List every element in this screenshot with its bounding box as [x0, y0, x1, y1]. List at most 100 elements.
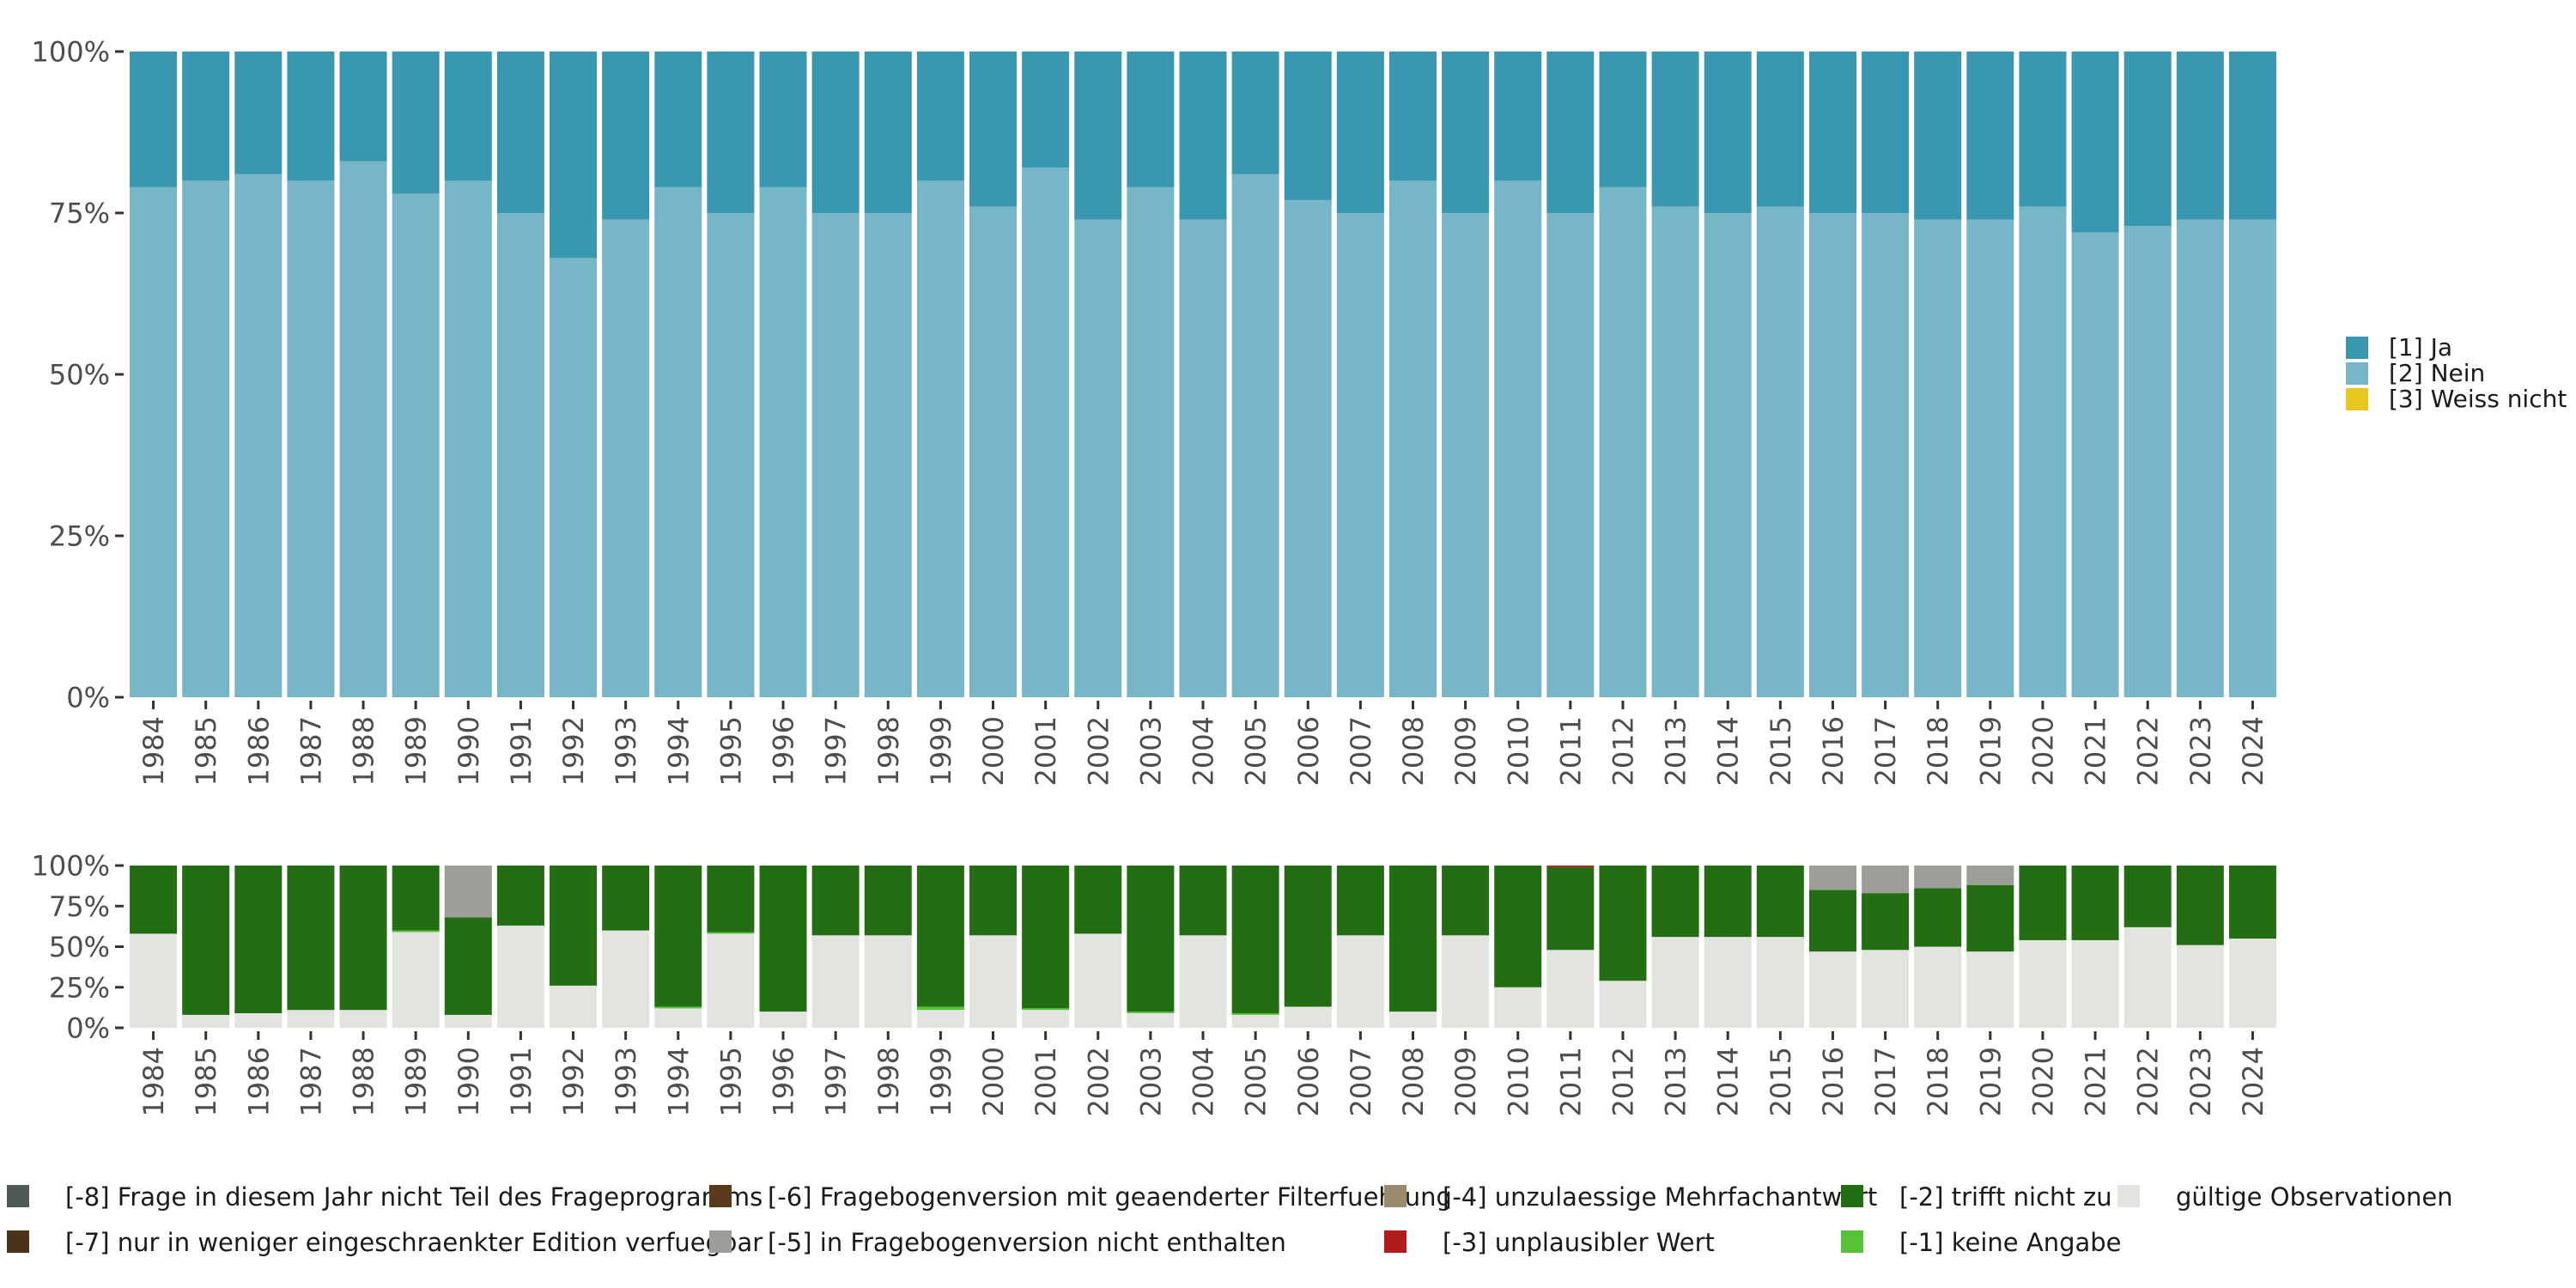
bar-g-ltige-observationen-1992	[550, 985, 598, 1028]
x-tick-label: 2012	[1607, 1047, 1639, 1116]
bar-2-trifft-nicht-zu-1985	[182, 866, 230, 1015]
bar-g-ltige-observationen-1995	[707, 933, 755, 1028]
bar-g-ltige-observationen-2010	[1494, 987, 1542, 1028]
x-tick-label: 1990	[453, 716, 485, 786]
bar-2-nein-1997	[811, 213, 860, 697]
bar-1-keine-angabe-2005	[1231, 1012, 1279, 1015]
legend-key-8-frage-in-diesem-jahr-nicht-teil-des-frageprogramms	[7, 1185, 29, 1207]
legend-key-7-nur-in-weniger-eingeschraenkter-edition-verfuegbar	[7, 1230, 29, 1253]
bar-2-nein-1992	[550, 258, 598, 697]
legend-key-5-in-fragebogenversion-nicht-enthalten	[709, 1230, 732, 1253]
bar-g-ltige-observationen-1994	[654, 1008, 702, 1028]
bar-1-ja-2008	[1388, 52, 1437, 181]
bar-1-ja-1999	[916, 52, 964, 181]
bar-1-ja-2007	[1336, 52, 1384, 213]
x-tick-label: 1999	[925, 1047, 957, 1116]
legend-label: [-1] keine Angabe	[1899, 1228, 2122, 1257]
x-tick-label: 2005	[1240, 716, 1273, 786]
bar-g-ltige-observationen-2009	[1442, 935, 1490, 1028]
bar-1-ja-2022	[2123, 52, 2172, 227]
x-tick-label: 2018	[1922, 1047, 1954, 1116]
x-tick-label: 2022	[2132, 716, 2165, 786]
bar-2-trifft-nicht-zu-2011	[1546, 866, 1595, 951]
bar-g-ltige-observationen-1985	[182, 1014, 230, 1028]
bar-1-ja-1993	[602, 52, 650, 220]
y-tick-label: 75%	[49, 890, 110, 923]
bar-1-ja-2005	[1231, 52, 1279, 174]
bar-2-nein-2015	[1756, 206, 1804, 698]
y-tick-label: 50%	[49, 359, 110, 392]
x-tick-label: 2013	[1660, 1047, 1692, 1116]
x-tick-label: 2017	[1869, 1047, 1902, 1116]
bar-2-nein-2016	[1808, 213, 1856, 697]
bar-2-trifft-nicht-zu-1998	[864, 866, 912, 936]
bar-2-nein-2023	[2176, 219, 2224, 697]
bar-2-nein-2009	[1442, 213, 1490, 697]
bar-g-ltige-observationen-2013	[1651, 937, 1699, 1028]
legend-label: [-6] Fragebogenversion mit geaenderter F…	[768, 1182, 1452, 1212]
bar-2-trifft-nicht-zu-2000	[969, 866, 1018, 936]
x-tick-label: 2020	[2026, 716, 2059, 786]
bar-1-ja-2004	[1179, 52, 1227, 220]
bar-2-nein-2013	[1651, 206, 1699, 698]
legend-key-1-ja	[2346, 337, 2368, 359]
bar-2-trifft-nicht-zu-2012	[1599, 866, 1647, 981]
bar-5-in-fragebogenversion-nicht-enthalten-2017	[1862, 866, 1910, 894]
bar-g-ltige-observationen-2020	[2019, 939, 2067, 1028]
bar-2-nein-2018	[1914, 219, 1962, 697]
x-tick-label: 2012	[1607, 716, 1639, 786]
legend-key-1-keine-angabe	[1841, 1230, 1863, 1253]
bar-2-nein-2006	[1284, 199, 1332, 697]
top-chart: 0% 25% 50% 75% 100% 1984 1985 1986 1987 1988 1989 1…	[32, 36, 2276, 786]
bar-1-keine-angabe-1989	[392, 930, 440, 933]
bar-g-ltige-observationen-2004	[1179, 935, 1227, 1028]
bar-1-ja-1985	[182, 52, 230, 181]
x-tick-label: 2022	[2132, 1047, 2165, 1116]
bar-2-trifft-nicht-zu-1988	[339, 866, 387, 1011]
bar-2-nein-2012	[1599, 186, 1647, 698]
bar-1-ja-1992	[550, 52, 598, 258]
x-tick-label: 2001	[1030, 716, 1062, 786]
bar-1-ja-2009	[1442, 52, 1490, 213]
bar-2-nein-2007	[1336, 213, 1384, 697]
bar-1-keine-angabe-2003	[1127, 1012, 1175, 1013]
x-tick-label: 2019	[1974, 1047, 2007, 1116]
x-tick-label: 1984	[137, 1047, 170, 1116]
bar-1-keine-angabe-1994	[654, 1006, 702, 1009]
bar-1-keine-angabe-1999	[916, 1006, 964, 1011]
y-tick-label: 0%	[66, 1012, 110, 1045]
x-tick-label: 2016	[1817, 716, 1850, 786]
x-tick-label: 1995	[714, 1047, 747, 1116]
bar-2-trifft-nicht-zu-2022	[2123, 866, 2172, 927]
x-tick-label: 2013	[1660, 716, 1692, 786]
y-tick-label: 25%	[49, 971, 110, 1004]
x-tick-label: 2014	[1712, 716, 1745, 786]
x-tick-label: 1987	[295, 716, 327, 786]
bar-2-trifft-nicht-zu-1986	[234, 866, 283, 1013]
x-tick-label: 2008	[1397, 716, 1430, 786]
x-tick-label: 1999	[925, 716, 957, 786]
legend-label: [-5] in Fragebogenversion nicht enthalte…	[768, 1228, 1286, 1257]
x-tick-label: 2011	[1554, 1047, 1587, 1116]
y-tick-label: 25%	[49, 520, 110, 553]
legend-key-3-unplausibler-wert	[1384, 1230, 1406, 1253]
bar-2-trifft-nicht-zu-2001	[1022, 866, 1070, 1009]
x-tick-label: 1997	[820, 1047, 853, 1116]
bar-g-ltige-observationen-2023	[2176, 945, 2224, 1028]
x-tick-label: 2004	[1188, 716, 1220, 786]
x-tick-label: 1991	[505, 716, 538, 786]
bar-g-ltige-observationen-2002	[1074, 933, 1122, 1028]
bar-2-nein-1998	[864, 213, 912, 697]
x-tick-label: 2000	[977, 1047, 1010, 1116]
x-tick-label: 1994	[662, 1047, 695, 1116]
bar-g-ltige-observationen-2005	[1231, 1014, 1279, 1028]
bar-g-ltige-observationen-2021	[2071, 939, 2119, 1028]
bar-2-trifft-nicht-zu-1984	[130, 866, 178, 934]
x-tick-label: 2007	[1345, 1047, 1377, 1116]
bar-g-ltige-observationen-2015	[1756, 937, 1804, 1028]
legend-label: [2] Nein	[2389, 359, 2485, 387]
x-tick-label: 2015	[1765, 716, 1797, 786]
x-tick-label: 1991	[505, 1047, 538, 1116]
bar-1-ja-2001	[1022, 52, 1070, 168]
